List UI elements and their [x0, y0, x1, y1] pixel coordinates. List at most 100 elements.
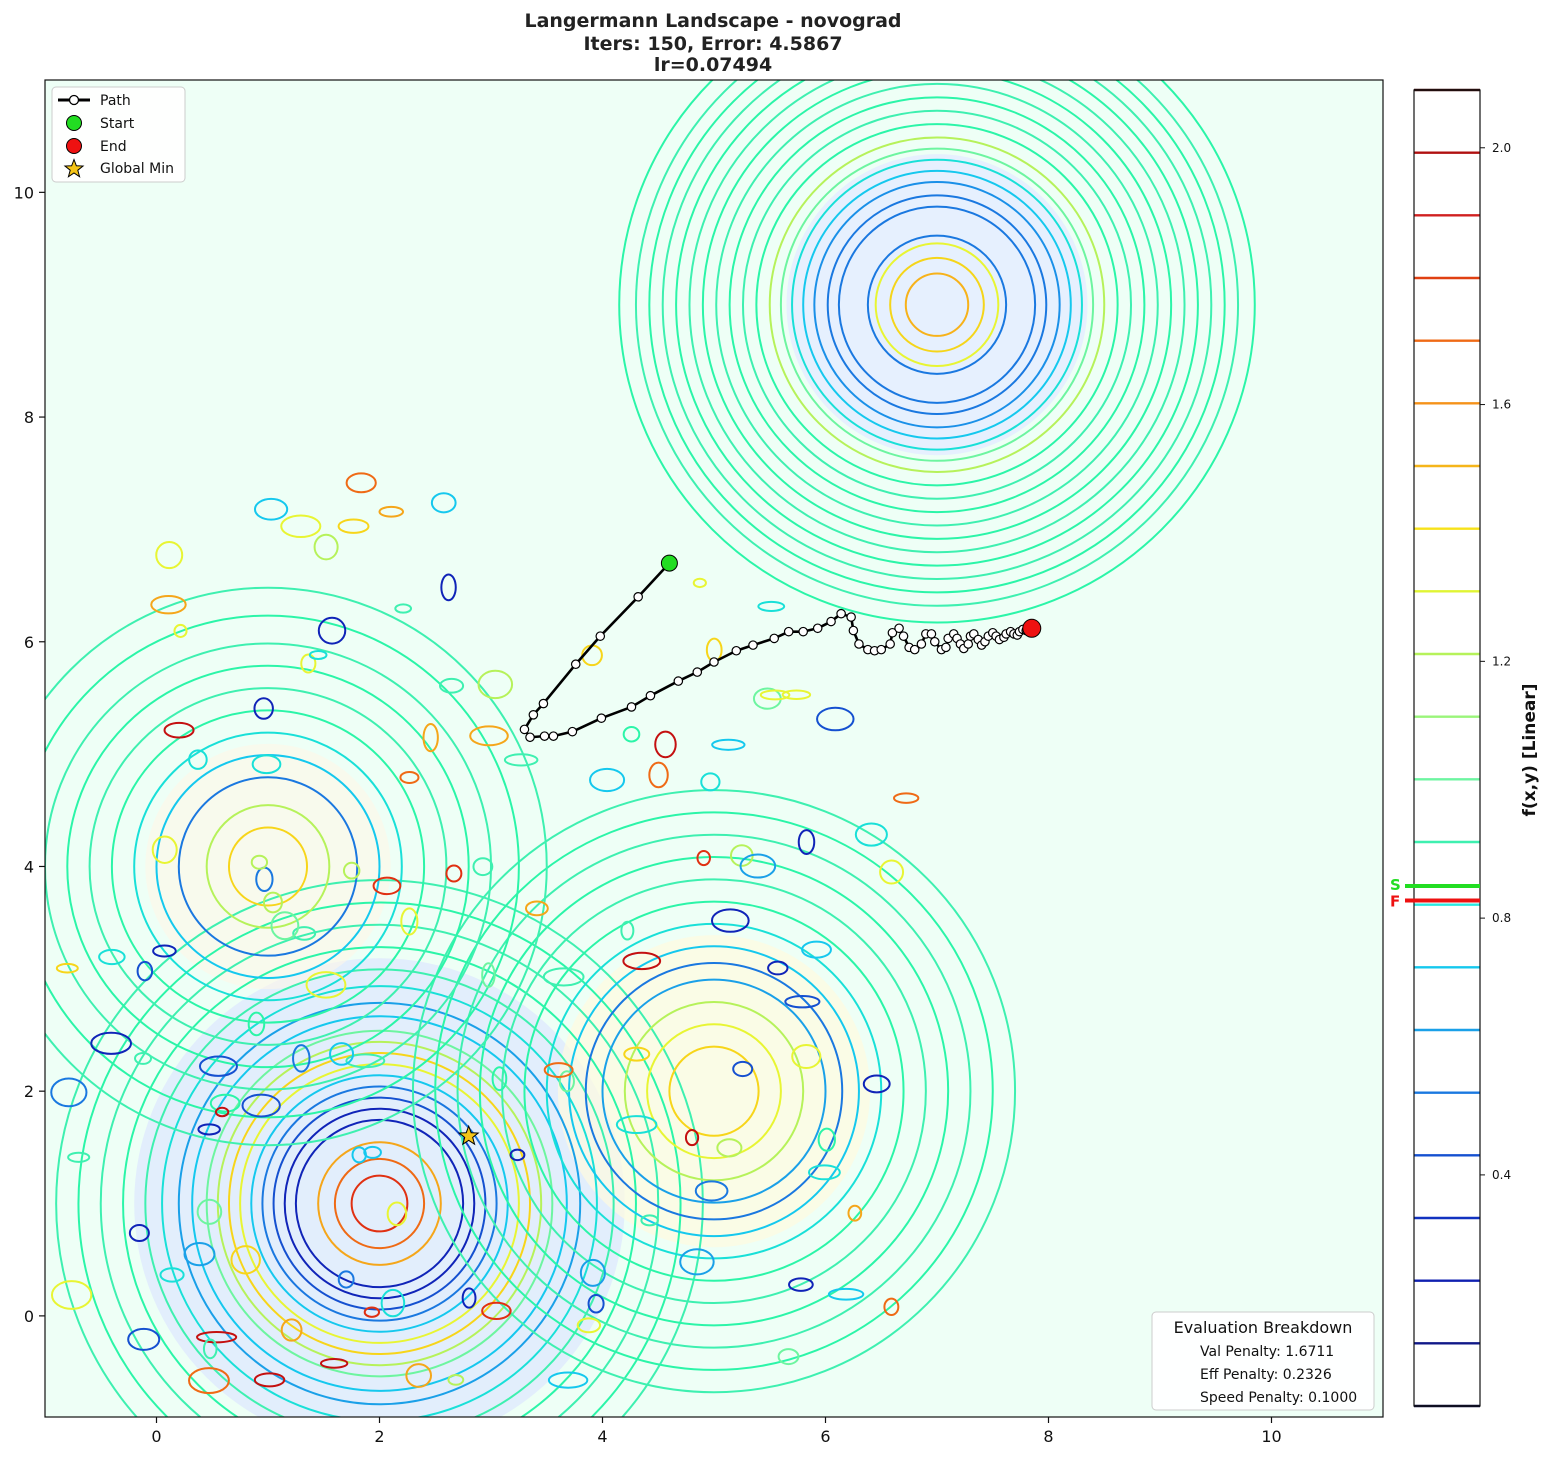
contour-island — [692, 577, 707, 589]
contour-island — [447, 1374, 465, 1386]
contour-island — [640, 1214, 659, 1227]
colorbar-tick-label: 2.0 — [1492, 141, 1511, 155]
contour-ring — [779, 147, 1095, 462]
contour-island — [481, 962, 496, 988]
contour-island — [732, 1060, 754, 1078]
path-point — [848, 625, 859, 636]
contour-island — [128, 1223, 150, 1243]
contour-island — [422, 722, 439, 753]
contour-ring — [133, 731, 403, 1002]
path-point — [854, 639, 864, 649]
contour-island — [247, 1011, 266, 1037]
path-point — [709, 657, 719, 667]
contour-ring — [584, 961, 844, 1221]
evaluation-val-penalty: Val Penalty: 1.6711 — [1200, 1344, 1334, 1360]
legend-path-label: Path — [100, 93, 131, 109]
contour-ring — [205, 1029, 554, 1378]
path-point — [570, 659, 581, 670]
legend-path-marker — [68, 94, 80, 106]
contour-island — [292, 1044, 311, 1073]
chart-title-line1: Langermann Landscape - novograd — [524, 10, 901, 32]
contour-ring — [45, 586, 548, 1147]
contour-fill — [145, 743, 391, 990]
contour-ring — [904, 272, 970, 337]
colorbar-tick-label: 1.2 — [1492, 654, 1511, 668]
contour-ring — [889, 256, 985, 353]
path-point — [596, 713, 607, 723]
end-marker — [1022, 618, 1042, 638]
contour-island — [150, 594, 187, 615]
plot-frame — [44, 79, 1384, 1418]
legend-end-marker — [66, 138, 82, 154]
contour-island — [781, 689, 812, 700]
contour-ring — [177, 1001, 582, 1406]
contour-island — [791, 1043, 822, 1069]
contour-ring — [715, 82, 1159, 527]
legend: Path Start End Global Min — [51, 86, 186, 183]
contour-island — [270, 911, 300, 941]
contour-fill — [557, 935, 871, 1248]
path-point — [769, 633, 780, 644]
contour-island — [491, 1066, 508, 1092]
contour-island — [579, 1258, 606, 1287]
colorbar-frame — [1413, 89, 1481, 1407]
contour-island — [694, 1180, 729, 1202]
colorbar-tick-label: 1.6 — [1492, 398, 1511, 412]
contour-ring — [122, 946, 637, 1417]
contour-island — [542, 967, 585, 987]
path-point — [826, 616, 836, 627]
contour-island — [797, 829, 816, 855]
contour-ring — [755, 123, 1119, 487]
contour-island — [469, 725, 509, 747]
path-point — [673, 676, 684, 686]
x-tick-label: 10 — [1261, 1427, 1281, 1446]
contour-ring — [701, 80, 1173, 540]
contour-ring — [227, 1052, 532, 1356]
contour-ring — [791, 158, 1083, 451]
path-point — [519, 724, 530, 735]
y-tick-label: 10 — [14, 183, 34, 202]
contour-ring — [272, 1096, 487, 1311]
x-tick-label: 8 — [1043, 1427, 1053, 1446]
contour-island — [589, 767, 626, 793]
contour-ring — [434, 811, 994, 1371]
contour-island — [380, 1288, 406, 1318]
contour-island — [817, 1127, 836, 1152]
legend-end-label: End — [100, 139, 127, 155]
contour-island — [679, 1248, 715, 1276]
contour-island — [230, 1245, 261, 1275]
contour-ring — [601, 978, 827, 1204]
contour-ring — [45, 642, 492, 1091]
contour-island — [648, 761, 669, 789]
path-point — [731, 645, 742, 656]
contour-island — [50, 1077, 88, 1108]
contour-lines — [45, 80, 1256, 1417]
start-marker — [660, 554, 678, 572]
evaluation-title: Evaluation Breakdown — [1174, 1318, 1353, 1337]
contour-island — [399, 771, 420, 784]
contour-island — [481, 1301, 512, 1321]
path-point — [846, 612, 856, 622]
contour-ring — [45, 614, 520, 1119]
contour-ring — [261, 1085, 498, 1322]
evaluation-speed-penalty: Speed Penalty: 0.1000 — [1200, 1390, 1357, 1406]
y-axis: 0 2 4 6 8 10 — [14, 183, 45, 1326]
chart-title-line3: lr=0.07494 — [654, 54, 772, 76]
contour-ring — [478, 856, 950, 1327]
contour-island — [280, 1318, 303, 1342]
path-point — [525, 732, 535, 743]
contour-ring — [618, 80, 1256, 624]
contour-ring — [317, 1141, 442, 1266]
contour-ring — [646, 1023, 782, 1160]
path-point — [538, 698, 549, 709]
contour-island — [214, 1106, 230, 1118]
contour-island — [503, 753, 539, 767]
contour-island — [127, 1327, 161, 1351]
contour-island — [155, 541, 184, 570]
contour-island — [438, 677, 465, 694]
optimizer-path — [457, 554, 1042, 1146]
contour-ring — [66, 664, 470, 1069]
legend-star-icon — [63, 158, 85, 178]
contour-ring — [77, 901, 682, 1417]
